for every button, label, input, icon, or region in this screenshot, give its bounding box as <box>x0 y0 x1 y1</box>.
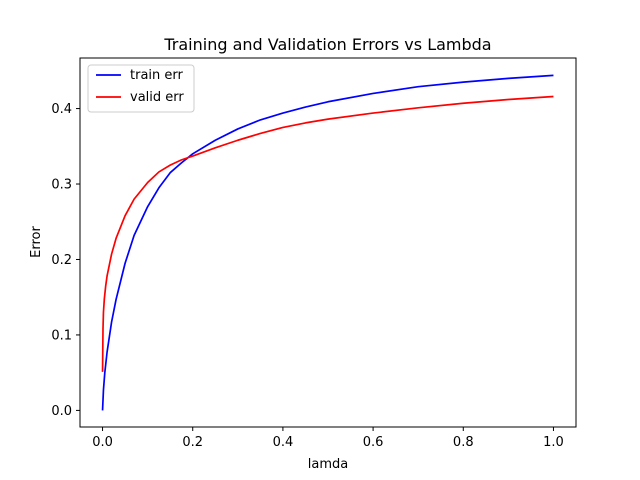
x-axis-ticks: 0.0 0.2 0.4 0.6 0.8 1.0 <box>92 427 564 450</box>
x-tick-label: 0.4 <box>273 435 294 450</box>
y-tick-label: 0.4 <box>51 102 72 117</box>
x-tick-label: 0.6 <box>363 435 384 450</box>
legend-box <box>87 64 195 113</box>
x-axis-label: lamda <box>308 457 348 472</box>
x-tick-label: 0.2 <box>182 435 203 450</box>
y-tick-label: 0.2 <box>51 253 72 268</box>
legend-label-valid-err: valid err <box>130 90 184 105</box>
series-line-valid-err <box>101 95 554 372</box>
x-tick-label: 0.0 <box>92 435 113 450</box>
plot-area: 0.0 0.2 0.4 0.6 0.8 1.0 0.0 0.1 0.2 0.3 0.4 <box>51 57 577 450</box>
series-layer <box>101 74 554 411</box>
y-axis-ticks: 0.0 0.1 0.2 0.3 0.4 <box>51 102 80 419</box>
plot-frame <box>79 57 577 428</box>
legend: train err valid err <box>87 64 195 113</box>
y-axis-label: Error <box>29 226 44 258</box>
y-tick-label: 0.1 <box>51 328 72 343</box>
x-tick-label: 0.8 <box>453 435 474 450</box>
chart-title: Training and Validation Errors vs Lambda <box>163 35 491 54</box>
x-tick-label: 1.0 <box>543 435 564 450</box>
y-tick-label: 0.0 <box>51 404 72 419</box>
y-tick-label: 0.3 <box>51 178 72 193</box>
legend-label-train-err: train err <box>130 68 184 83</box>
